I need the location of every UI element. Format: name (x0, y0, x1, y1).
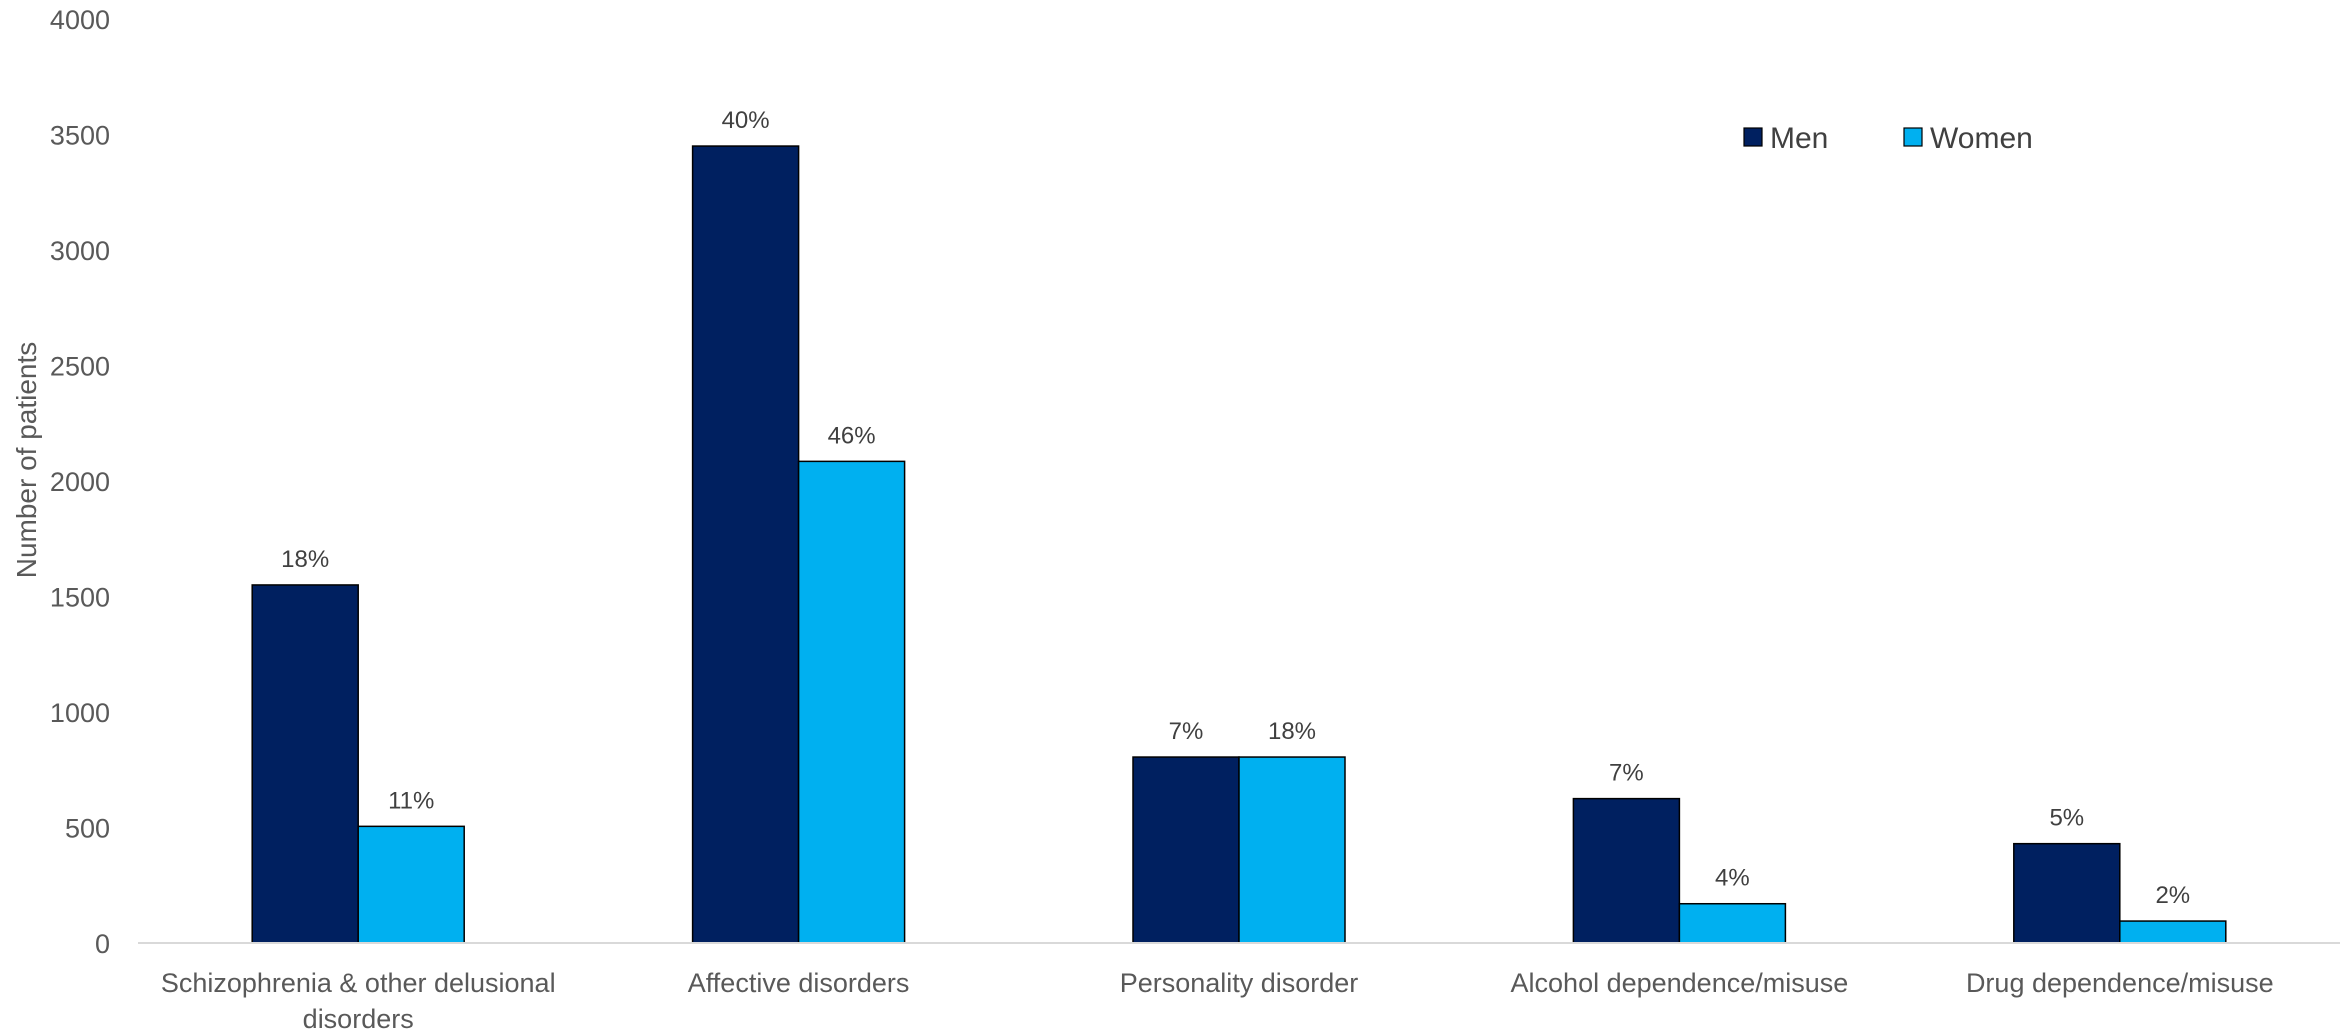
x-category-label: Affective disorders (688, 968, 910, 998)
legend-swatch-men (1743, 127, 1763, 147)
y-tick-label: 0 (95, 929, 110, 959)
x-category-label: Personality disorder (1120, 968, 1359, 998)
data-label-women-4: 2% (2155, 882, 2190, 909)
data-label-men-2: 7% (1169, 718, 1204, 745)
y-axis-ticks: 0 500 1000 1500 2000 2500 3000 3500 4000 (50, 5, 110, 959)
data-label-women-0: 11% (388, 787, 434, 814)
bar-men-1 (691, 145, 800, 944)
data-label-women-3: 4% (1715, 865, 1750, 892)
x-category-label: Drug dependence/misuse (1966, 968, 2274, 998)
bar-men-0 (251, 584, 359, 944)
bar-women-2 (1238, 756, 1346, 944)
data-label-men-4: 5% (2049, 805, 2084, 832)
data-label-men-0: 18% (281, 546, 329, 573)
data-label-men-3: 7% (1609, 760, 1644, 787)
bar-women-0 (357, 825, 465, 944)
bar-men-4 (2013, 842, 2121, 944)
bars (251, 145, 2227, 944)
y-tick-label: 3000 (50, 236, 110, 266)
y-tick-label: 2000 (50, 467, 110, 497)
y-tick-label: 3500 (50, 121, 110, 151)
data-label-men-1: 40% (722, 107, 770, 134)
data-label-women-1: 46% (828, 422, 876, 449)
legend-label-women: Women (1930, 122, 2033, 155)
legend: Men Women (1743, 122, 2033, 155)
y-tick-label: 1000 (50, 698, 110, 728)
x-category-label: disorders (303, 1004, 414, 1030)
bar-women-1 (797, 460, 906, 944)
x-category-label: Schizophrenia & other delusional (161, 968, 556, 998)
x-axis-labels: Schizophrenia & other delusional disorder… (161, 968, 2274, 1030)
bar-men-3 (1572, 797, 1681, 944)
y-tick-label: 4000 (50, 5, 110, 35)
bar-women-4 (2119, 920, 2227, 944)
x-category-label: Alcohol dependence/misuse (1511, 968, 1849, 998)
bar-women-3 (1678, 902, 1787, 944)
y-tick-label: 1500 (50, 583, 110, 613)
data-label-women-2: 18% (1268, 718, 1316, 745)
bar-men-2 (1132, 756, 1240, 944)
legend-swatch-women (1903, 127, 1923, 147)
data-labels: 18% 40% 7% 7% 5% 11% 46% 18% 4% 2% (281, 107, 2190, 909)
y-tick-label: 500 (65, 814, 110, 844)
y-tick-label: 2500 (50, 352, 110, 382)
legend-label-men: Men (1770, 122, 1828, 155)
y-axis-title: Number of patients (11, 342, 42, 579)
